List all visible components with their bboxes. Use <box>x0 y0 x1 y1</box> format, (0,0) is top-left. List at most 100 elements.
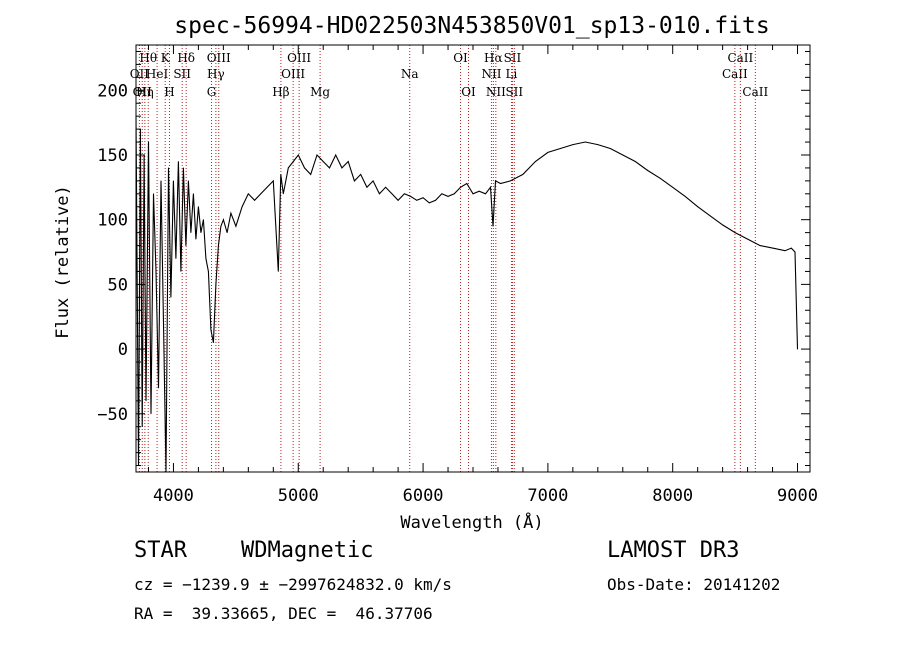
spectral-line-label: CaII <box>722 67 748 81</box>
flux-point <box>379 193 380 195</box>
flux-point <box>292 161 294 162</box>
flux-point <box>335 154 337 156</box>
object-class: STAR <box>134 538 187 563</box>
flux-point <box>447 196 449 197</box>
x-axis-label: Wavelength (Å) <box>400 511 543 533</box>
flux-point <box>790 247 792 249</box>
flux-point <box>428 202 430 204</box>
spectral-line-label: Hδ <box>177 51 195 65</box>
flux-point <box>210 329 212 331</box>
flux-point <box>230 212 232 214</box>
y-axis-label: Flux (relative) <box>53 185 73 339</box>
spectral-line-label: Hθ <box>139 51 157 65</box>
flux-point <box>794 251 796 253</box>
flux-point <box>280 174 282 175</box>
flux-point <box>260 193 262 195</box>
flux-point <box>195 238 197 240</box>
flux-point <box>193 193 194 195</box>
chart-title: spec-56994-HD022503N453850V01_sp13-010.f… <box>174 13 769 39</box>
flux-point <box>672 186 674 188</box>
flux-point <box>478 190 480 192</box>
flux-point <box>254 199 256 201</box>
flux-point <box>622 154 624 156</box>
spectral-line-label: SII <box>505 85 523 99</box>
y-tick-label: −50 <box>97 405 128 425</box>
flux-point <box>215 284 217 285</box>
y-tick-label: 200 <box>97 81 128 101</box>
flux-point <box>170 296 172 298</box>
flux-point <box>435 199 436 201</box>
flux-point <box>366 186 368 188</box>
spectral-line-label: Li <box>506 67 518 81</box>
flux-point <box>584 141 586 143</box>
spectral-line-label: CaII <box>727 51 753 65</box>
flux-point <box>287 167 289 169</box>
flux-plot <box>135 115 799 473</box>
spectral-line-label: Na <box>401 67 419 81</box>
flux-point <box>226 232 228 234</box>
spectral-line-label: Hβ <box>272 85 289 99</box>
spectral-line-label: OIII <box>207 51 231 65</box>
flux-point <box>460 186 461 188</box>
spectral-line-label: HeI <box>146 67 169 81</box>
flux-point <box>198 206 199 208</box>
flux-point <box>155 271 157 272</box>
flux-point <box>391 193 393 195</box>
flux-point <box>354 180 355 182</box>
spectral-line-label: G <box>207 85 217 99</box>
flux-point <box>347 161 349 162</box>
flux-point <box>372 180 374 182</box>
flux-point <box>360 174 362 175</box>
flux-point <box>453 193 455 195</box>
flux-point <box>220 225 222 227</box>
redshift-readout: cz = −1239.9 ± −2997624832.0 km/s <box>134 575 452 594</box>
spectral-line-markers: OIIOIIHηHθHeIKHSIIHδGHγOIIIHβOIIIOIIIMgN… <box>130 45 768 472</box>
spectral-line-label: SII <box>504 51 522 65</box>
y-tick-label: 0 <box>118 340 128 360</box>
flux-point <box>180 271 182 272</box>
spectral-line-label: OII <box>133 85 153 99</box>
x-tick-label: 8000 <box>652 486 693 506</box>
flux-point <box>173 180 174 182</box>
flux-point <box>547 152 549 153</box>
flux-point <box>759 245 761 247</box>
flux-point <box>185 245 187 247</box>
flux-point <box>316 154 318 156</box>
spectral-line-label: NII <box>481 67 501 81</box>
flux-point <box>797 348 798 350</box>
flux-point <box>697 206 699 208</box>
flux-point <box>747 238 748 240</box>
flux-point <box>734 232 736 234</box>
flux-point <box>522 174 524 175</box>
flux-point <box>490 186 491 188</box>
flux-point <box>560 148 561 149</box>
flux-point <box>153 193 154 195</box>
spectral-line-label: NII <box>486 85 506 99</box>
flux-point <box>572 144 574 146</box>
flux-point <box>150 413 152 415</box>
flux-point <box>208 271 209 272</box>
spectral-line-label: CaII <box>742 85 768 99</box>
spectral-line-label: Mg <box>310 85 330 99</box>
y-tick-label: 150 <box>97 146 128 166</box>
flux-point <box>178 161 179 162</box>
flux-point <box>297 154 299 156</box>
x-tick-label: 5000 <box>278 486 319 506</box>
flux-point <box>272 180 274 182</box>
flux-point <box>404 193 405 195</box>
flux-point <box>329 167 330 169</box>
flux-point <box>535 161 536 162</box>
flux-point <box>500 183 501 184</box>
x-tick-label: 6000 <box>403 486 444 506</box>
plot-frame <box>135 44 811 473</box>
flux-point <box>341 167 343 169</box>
flux-point <box>277 271 279 272</box>
flux-point <box>495 180 496 182</box>
spectral-line-label: OIII <box>281 67 305 81</box>
flux-point <box>213 342 214 343</box>
x-tick-label: 9000 <box>777 486 818 506</box>
y-tick-label: 100 <box>97 211 128 231</box>
flux-point <box>235 225 237 227</box>
flux-point <box>410 196 411 197</box>
